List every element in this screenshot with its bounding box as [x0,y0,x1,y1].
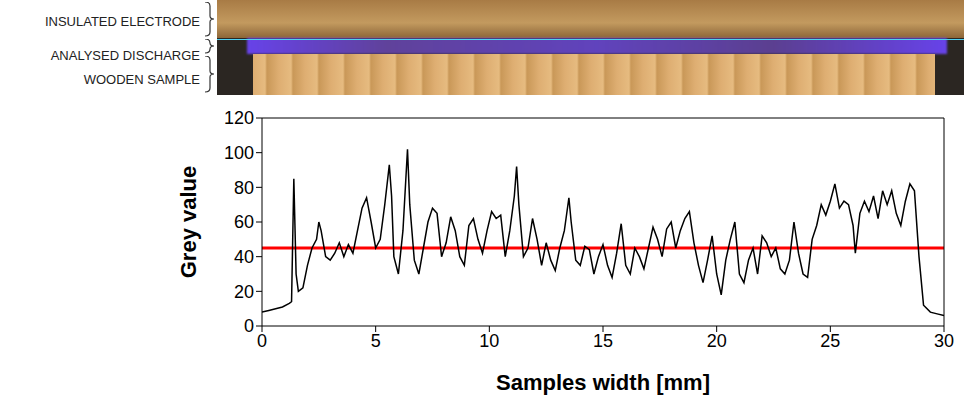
svg-text:120: 120 [224,108,254,128]
svg-text:60: 60 [234,212,254,232]
svg-text:100: 100 [224,143,254,163]
svg-text:Grey value: Grey value [176,166,201,279]
svg-text:10: 10 [479,331,499,351]
html-text:INSULATED ELECTRODE: INSULATED ELECTRODE [44,14,200,29]
svg-text:15: 15 [593,331,613,351]
svg-text:25: 25 [820,331,840,351]
svg-text:Samples width [mm]: Samples width [mm] [496,370,710,395]
svg-text:20: 20 [234,282,254,302]
html-text:WOODEN SAMPLE: WOODEN SAMPLE [83,72,200,87]
svg-text:20: 20 [707,331,727,351]
svg-text:0: 0 [257,331,267,351]
svg-text:40: 40 [234,247,254,267]
svg-text:0: 0 [244,316,254,336]
html-text:ANALYSED DISCHARGE: ANALYSED DISCHARGE [50,48,200,63]
svg-text:5: 5 [371,331,381,351]
svg-text:80: 80 [234,178,254,198]
svg-text:30: 30 [934,331,954,351]
